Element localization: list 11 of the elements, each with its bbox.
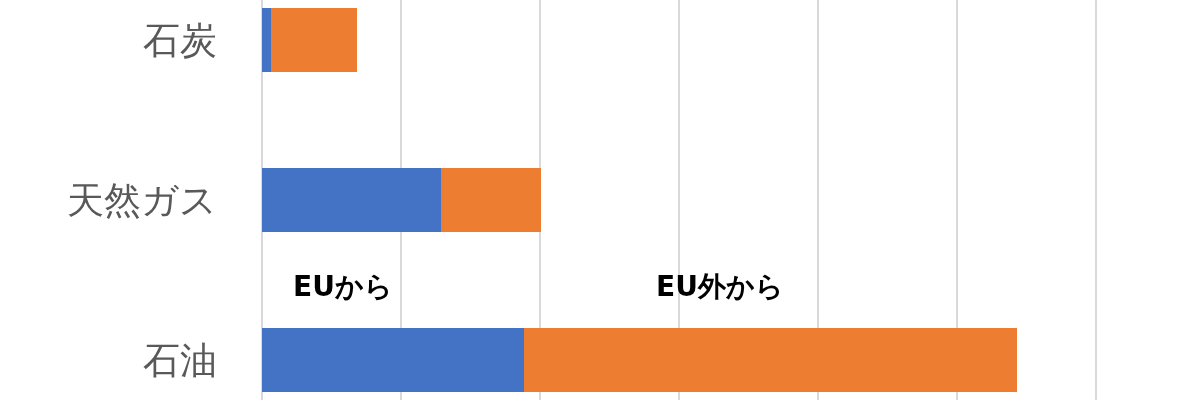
y-tick-label: 石炭 xyxy=(143,18,217,62)
y-tick-label: 天然ガス xyxy=(67,178,217,222)
bar xyxy=(523,328,1017,392)
bar xyxy=(271,8,358,72)
series-label: EUから xyxy=(293,270,393,303)
bar xyxy=(262,168,441,232)
series-label: EU外から xyxy=(656,270,784,303)
bar xyxy=(262,328,524,392)
bar xyxy=(262,8,272,72)
bar xyxy=(440,168,541,232)
y-tick-label: 石油 xyxy=(143,338,217,382)
